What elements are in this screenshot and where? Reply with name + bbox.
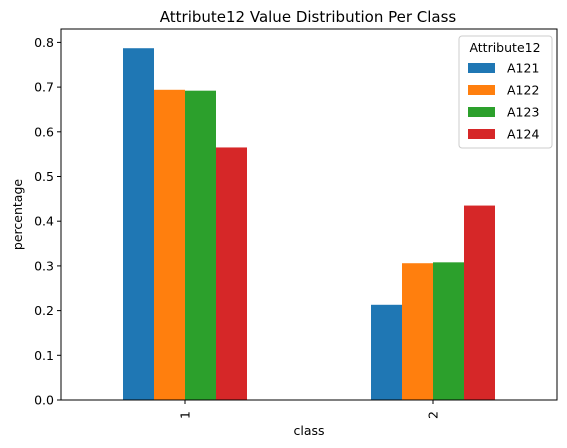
- legend-items: A121 A122 A123 A124: [468, 61, 539, 142]
- bars-group: [123, 48, 495, 401]
- bar-a122-class-1: [154, 89, 185, 401]
- legend-swatch-a121: [468, 63, 495, 73]
- legend-swatch-a122: [468, 85, 495, 95]
- legend-label-a123: A123: [507, 105, 539, 120]
- y-tick-label: 0.8: [34, 35, 54, 50]
- y-axis: 0.0 0.1 0.2 0.3 0.4 0.5 0.6 0.7 0.8: [34, 35, 61, 408]
- bar-a121-class-1: [123, 48, 154, 400]
- bar-a124-class-1: [216, 147, 247, 400]
- x-tick-label: 1: [178, 411, 193, 419]
- plot-frame: [60, 28, 558, 401]
- legend-swatch-a123: [468, 107, 495, 117]
- y-tick-label: 0.4: [34, 214, 54, 229]
- y-tick-label: 0.6: [34, 124, 54, 139]
- bar-a123-class-1: [185, 90, 216, 401]
- y-tick-label: 0.0: [34, 393, 54, 408]
- legend: Attribute12 A121 A122 A123 A124: [458, 35, 553, 149]
- bar-a121-class-2: [371, 304, 402, 400]
- bar-a122-class-2: [402, 263, 433, 400]
- bar-a123-class-2: [433, 262, 464, 400]
- bar-a124-class-2: [464, 205, 495, 400]
- y-axis-label: percentage: [10, 179, 25, 250]
- x-axis-label: class: [293, 423, 324, 438]
- legend-label-a122: A122: [507, 83, 539, 98]
- chart-title: Attribute12 Value Distribution Per Class: [160, 8, 457, 26]
- legend-title: Attribute12: [469, 40, 540, 55]
- y-tick-label: 0.2: [34, 303, 54, 318]
- y-tick-label: 0.7: [34, 80, 54, 95]
- legend-label-a121: A121: [507, 61, 539, 76]
- y-tick-label: 0.3: [34, 258, 54, 273]
- legend-swatch-a124: [468, 129, 495, 139]
- y-tick-label: 0.1: [34, 348, 54, 363]
- x-tick-label: 2: [426, 411, 441, 419]
- y-tick-label: 0.5: [34, 169, 54, 184]
- legend-label-a124: A124: [507, 127, 539, 142]
